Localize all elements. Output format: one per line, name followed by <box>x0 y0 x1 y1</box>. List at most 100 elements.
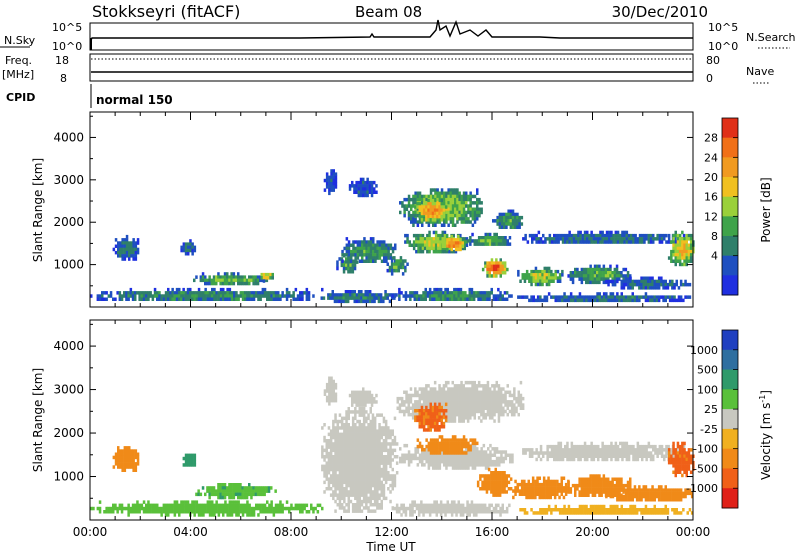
velocity-cell <box>444 380 448 385</box>
power-cell <box>462 204 466 208</box>
power-cell <box>449 220 453 224</box>
power-cell <box>591 267 595 272</box>
velocity-cell <box>336 451 339 456</box>
power-cell <box>657 295 661 299</box>
power-cell <box>345 237 349 241</box>
power-cell <box>370 193 374 198</box>
power-cell <box>681 230 684 235</box>
power-cell <box>364 193 367 198</box>
velocity-cell <box>455 393 459 398</box>
power-cell <box>421 213 424 218</box>
power-cell <box>107 294 111 298</box>
velocity-cell <box>427 441 431 446</box>
velocity-cell <box>440 400 443 404</box>
velocity-cell <box>347 423 350 427</box>
velocity-cell <box>206 500 210 504</box>
power-cell <box>583 240 587 244</box>
velocity-cell <box>241 489 244 493</box>
velocity-cell <box>180 510 183 514</box>
velocity-cell <box>321 451 324 456</box>
velocity-cell <box>454 463 457 467</box>
power-cell <box>215 278 218 283</box>
power-cell <box>594 298 597 303</box>
power-cell <box>131 294 135 298</box>
power-cell <box>351 296 354 300</box>
velocity-cell <box>489 450 492 454</box>
power-cell <box>468 297 471 301</box>
velocity-cell <box>330 386 333 390</box>
velocity-cell <box>351 487 355 491</box>
velocity-cell <box>433 396 437 401</box>
power-cell <box>642 282 645 287</box>
power-cell <box>670 249 673 254</box>
power-cell <box>576 271 579 275</box>
velocity-cell <box>359 397 363 401</box>
velocity-cell <box>384 458 388 462</box>
velocity-cell <box>429 418 432 423</box>
power-cell <box>377 296 381 300</box>
velocity-cell <box>329 429 333 433</box>
velocity-cell <box>248 503 251 508</box>
velocity-cell <box>400 403 404 407</box>
power-cell <box>548 233 552 238</box>
velocity-cell <box>332 398 335 403</box>
velocity-cell <box>414 400 417 404</box>
power-cell <box>186 287 190 292</box>
velocity-cell <box>210 489 214 493</box>
power-cell <box>128 241 131 245</box>
velocity-cell <box>469 409 472 414</box>
velocity-cell <box>362 496 366 501</box>
power-cell <box>688 295 692 299</box>
power-cell <box>443 241 447 245</box>
velocity-cell <box>378 506 381 510</box>
power-cell <box>498 222 502 226</box>
velocity-cell <box>365 426 368 430</box>
power-cell <box>523 295 527 299</box>
power-cell <box>345 253 349 257</box>
power-cell <box>547 282 551 287</box>
power-cell <box>448 249 451 254</box>
velocity-cell <box>202 506 205 511</box>
velocity-cell <box>368 397 372 401</box>
power-colorbar-segment <box>722 196 738 217</box>
velocity-cell <box>354 506 357 510</box>
power-cell <box>366 190 369 194</box>
power-cell <box>550 276 553 280</box>
power-cell <box>436 194 439 199</box>
velocity-cell <box>195 492 198 497</box>
velocity-cell <box>351 400 354 404</box>
velocity-cell <box>416 444 420 449</box>
power-cell <box>404 240 407 244</box>
power-cell <box>246 291 249 295</box>
power-cell <box>447 207 450 211</box>
power-cell <box>679 295 683 299</box>
power-cell <box>117 250 120 255</box>
power-cell <box>383 249 386 254</box>
velocity-cell <box>184 500 188 504</box>
power-cell <box>457 287 460 292</box>
velocity-cell <box>134 465 138 469</box>
velocity-cell <box>451 416 454 420</box>
power-cell <box>217 275 220 279</box>
velocity-cell <box>389 432 392 437</box>
velocity-cell <box>376 442 379 446</box>
power-cell <box>349 263 352 268</box>
power-cell <box>574 274 577 278</box>
velocity-cell <box>499 403 503 407</box>
velocity-cell <box>414 390 417 394</box>
velocity-cell <box>365 410 368 414</box>
power-cell <box>653 295 656 299</box>
velocity-cell <box>499 390 503 394</box>
velocity-cell <box>338 487 342 491</box>
velocity-cell <box>193 463 197 467</box>
power-cell <box>416 191 420 195</box>
power-cell <box>211 297 214 301</box>
velocity-cell <box>354 435 357 440</box>
power-cell <box>689 233 693 238</box>
power-cell <box>459 294 463 298</box>
power-cell <box>323 178 327 183</box>
power-cell <box>391 249 395 254</box>
power-cell <box>364 296 367 300</box>
power-cell <box>505 225 508 229</box>
power-cell <box>230 281 233 286</box>
